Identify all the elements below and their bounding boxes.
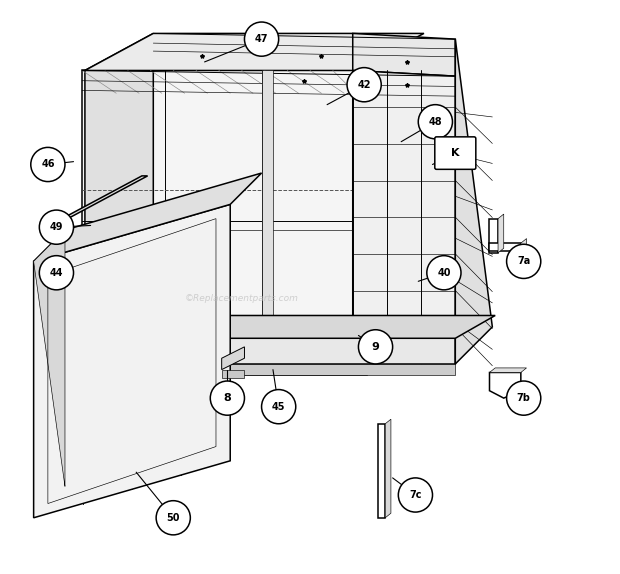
Circle shape	[358, 329, 392, 364]
Circle shape	[156, 501, 190, 535]
Polygon shape	[490, 243, 521, 251]
Text: 7a: 7a	[517, 257, 530, 266]
Circle shape	[39, 210, 74, 245]
Text: 40: 40	[437, 267, 451, 278]
Polygon shape	[353, 71, 455, 364]
Circle shape	[39, 255, 74, 290]
Polygon shape	[378, 424, 385, 518]
Polygon shape	[33, 230, 65, 486]
Circle shape	[507, 245, 541, 278]
Text: 44: 44	[50, 267, 63, 278]
Polygon shape	[222, 347, 244, 370]
Circle shape	[507, 381, 541, 415]
Text: 49: 49	[50, 222, 63, 232]
Polygon shape	[353, 33, 455, 76]
Polygon shape	[62, 316, 102, 364]
Circle shape	[31, 148, 65, 181]
Polygon shape	[222, 370, 244, 378]
Text: 50: 50	[167, 513, 180, 523]
Text: 7b: 7b	[516, 393, 531, 403]
Circle shape	[418, 104, 453, 139]
Polygon shape	[490, 219, 498, 253]
Text: 45: 45	[272, 402, 285, 412]
Polygon shape	[262, 71, 273, 364]
Text: 8: 8	[223, 393, 231, 403]
Polygon shape	[33, 204, 230, 518]
Polygon shape	[62, 364, 455, 375]
Polygon shape	[490, 368, 526, 373]
Text: 42: 42	[357, 80, 371, 90]
FancyBboxPatch shape	[435, 137, 476, 169]
Polygon shape	[85, 33, 153, 364]
Circle shape	[427, 255, 461, 290]
Polygon shape	[82, 71, 356, 364]
Polygon shape	[498, 214, 503, 253]
Circle shape	[244, 22, 278, 56]
Text: 7c: 7c	[409, 490, 422, 500]
Text: K: K	[451, 148, 459, 158]
Polygon shape	[62, 338, 455, 364]
Text: 48: 48	[428, 117, 442, 127]
Polygon shape	[521, 239, 526, 251]
Polygon shape	[62, 176, 148, 219]
Circle shape	[210, 381, 244, 415]
Polygon shape	[85, 33, 424, 71]
Polygon shape	[62, 316, 495, 338]
Text: ©Replacementparts.com: ©Replacementparts.com	[185, 294, 299, 303]
Polygon shape	[385, 419, 391, 518]
Polygon shape	[490, 373, 521, 398]
Text: 46: 46	[41, 160, 55, 169]
Polygon shape	[33, 173, 262, 261]
Circle shape	[398, 478, 433, 512]
Text: 47: 47	[255, 34, 268, 44]
Text: 9: 9	[371, 342, 379, 352]
Polygon shape	[455, 39, 492, 364]
Circle shape	[347, 68, 381, 102]
Circle shape	[262, 390, 296, 424]
